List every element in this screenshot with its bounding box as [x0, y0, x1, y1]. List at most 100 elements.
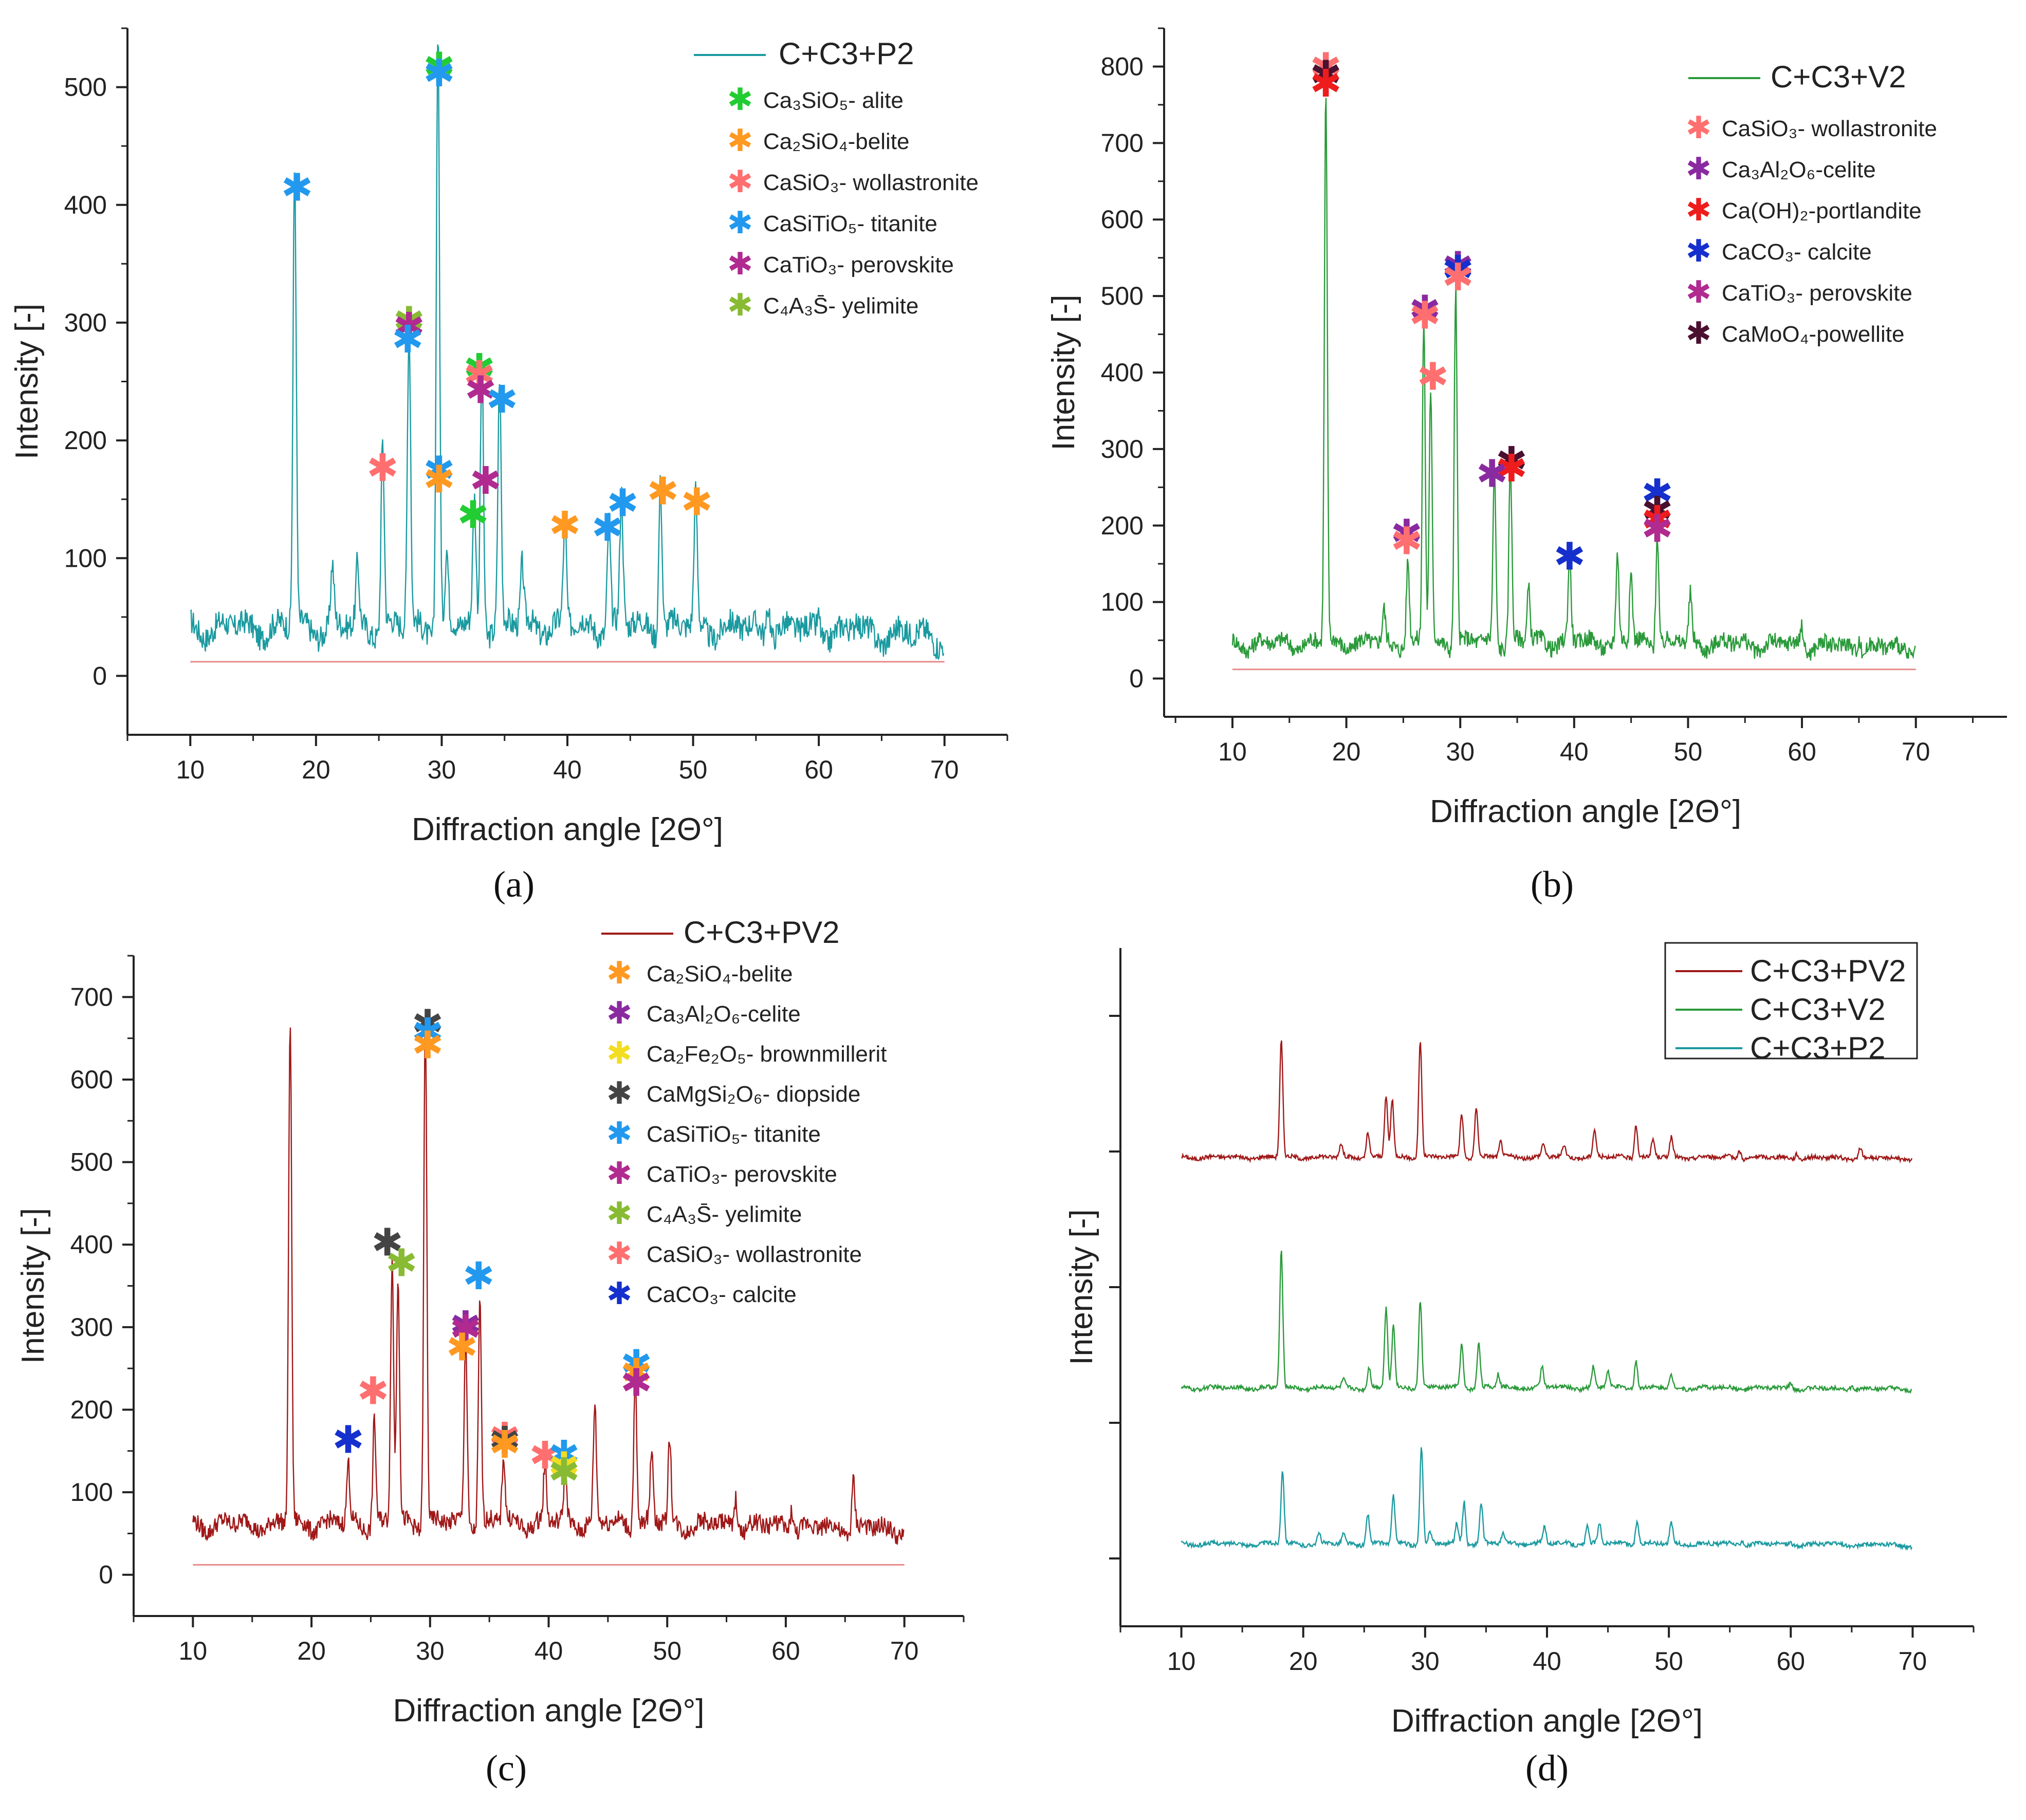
- legend: C+C3+V2 ✱ CaSiO₃- wollastronite ✱ Ca₃Al₂O₆-c…: [1686, 60, 1937, 351]
- phase-marker: ✱: [548, 1433, 580, 1477]
- phase-marker: ✱: [548, 1450, 580, 1494]
- x-tick-label: 60: [804, 755, 833, 784]
- legend-star-icon: ✱: [606, 1116, 632, 1152]
- chart-c: 10 20 30 40 50 60 700100200300400500600700Diff…: [15, 915, 965, 1789]
- x-tick-label: 20: [302, 755, 330, 784]
- phase-marker: ✱: [465, 368, 496, 413]
- phase-marker: ✱: [549, 504, 581, 548]
- legend: C+C3+PV2 ✱ Ca₂SiO₄-belite ✱ Ca₃Al₂O₆-celite ✱…: [601, 915, 887, 1312]
- y-tick-label: 200: [64, 426, 107, 455]
- phase-marker: ✱: [412, 1010, 444, 1054]
- series-line: [1181, 1251, 1912, 1394]
- legend-star-icon: ✱: [727, 123, 753, 159]
- phase-marker: ✱: [333, 1418, 364, 1462]
- phase-marker: ✱: [450, 1307, 482, 1351]
- legend-series-name: C+C3+V2: [1750, 992, 1886, 1027]
- y-tick-label: 200: [1101, 511, 1144, 540]
- x-tick-label: 10: [1218, 737, 1247, 766]
- phase-marker: ✱: [457, 493, 489, 537]
- phase-marker: ✱: [1391, 512, 1423, 556]
- y-tick-label: 200: [70, 1395, 113, 1424]
- legend-star-icon: ✱: [1686, 110, 1711, 146]
- phase-marker: ✱: [1496, 439, 1527, 483]
- phase-marker: ✱: [281, 165, 313, 210]
- x-axis-label: Diffraction angle [2Θ°]: [412, 812, 723, 847]
- phase-marker: ✱: [489, 1423, 521, 1467]
- legend-series-name: C+C3+P2: [779, 36, 914, 71]
- phase-marker: ✱: [423, 51, 455, 96]
- legend-star-icon: ✱: [727, 246, 753, 282]
- legend-star-icon: ✱: [606, 995, 632, 1031]
- y-tick-label: 600: [1101, 205, 1144, 234]
- legend-series-name: C+C3+PV2: [684, 915, 840, 950]
- legend-box: [1664, 942, 1918, 1060]
- chart-a: 10 20 30 40 50 60 70 0 100 200 300 400 500 Diffractio…: [9, 27, 1008, 905]
- phase-marker: ✱: [1642, 507, 1673, 551]
- phase-marker: ✱: [357, 1369, 389, 1413]
- series-line: [1231, 98, 1916, 661]
- x-tick-label: 40: [535, 1637, 563, 1665]
- legend-star-icon: ✱: [727, 287, 753, 323]
- phase-marker: ✱: [1442, 244, 1474, 288]
- legend-star-icon: ✱: [1686, 151, 1711, 187]
- phase-marker: ✱: [1417, 355, 1449, 399]
- legend-item-label: Ca₃Al₂O₆-celite: [647, 1001, 801, 1027]
- legend-series-name: C+C3+P2: [1750, 1031, 1886, 1065]
- x-tick-label: 70: [1899, 1647, 1927, 1676]
- phase-marker: ✱: [372, 1220, 403, 1265]
- phase-marker: ✱: [464, 346, 495, 390]
- x-tick-label: 70: [890, 1637, 919, 1665]
- phase-marker: ✱: [620, 1351, 652, 1395]
- y-axis-label: Intensity [-]: [15, 1208, 51, 1364]
- y-tick-label: 400: [64, 191, 107, 219]
- x-tick-label: 40: [1533, 1647, 1561, 1676]
- chart-d: 10 20 30 40 50 60 70 Diffraction angle [2Θ°] Int…: [1064, 942, 1975, 1789]
- x-tick-label: 70: [930, 755, 959, 784]
- phase-marker: ✱: [681, 480, 713, 524]
- legend-item-label: Ca₃Al₂O₆-celite: [1722, 157, 1876, 182]
- phase-marker: ✱: [1310, 45, 1342, 89]
- x-tick-label: 30: [1446, 737, 1475, 766]
- legend-item-label: CaMoO₄-powellite: [1722, 322, 1904, 347]
- legend-star-icon: ✱: [606, 955, 632, 991]
- legend-item-label: CaTiO₃- perovskite: [1722, 281, 1912, 306]
- y-tick-label: 0: [93, 661, 107, 690]
- y-axis-label: Intensity [-]: [1064, 1209, 1099, 1365]
- series-line: [1181, 1040, 1913, 1164]
- legend-star-icon: ✱: [606, 1236, 632, 1272]
- phase-marker: ✱: [607, 481, 639, 526]
- legend-item-label: C₄A₃S̄- yelimite: [647, 1202, 802, 1227]
- legend-series-name: C+C3+V2: [1771, 60, 1906, 94]
- legend-item-label: CaTiO₃- perovskite: [647, 1162, 837, 1187]
- x-tick-label: 20: [1289, 1647, 1318, 1676]
- legend-star-icon: ✱: [727, 205, 753, 241]
- y-tick-label: 400: [70, 1230, 113, 1259]
- y-tick-label: 800: [1101, 52, 1144, 81]
- legend-star-icon: ✱: [606, 1276, 632, 1312]
- legend-star-icon: ✱: [727, 164, 753, 200]
- x-tick-label: 50: [679, 755, 708, 784]
- phase-marker: ✱: [1442, 255, 1474, 300]
- y-tick-label: 500: [1101, 282, 1144, 310]
- phase-marker: ✱: [366, 446, 398, 490]
- phase-marker: ✱: [529, 1434, 561, 1478]
- y-tick-label: 500: [64, 73, 107, 102]
- phase-marker: ✱: [1554, 534, 1586, 579]
- legend-item-label: CaCO₃- calcite: [1722, 239, 1872, 265]
- legend-item-label: Ca₂SiO₄-belite: [763, 129, 909, 154]
- y-tick-label: 300: [64, 308, 107, 337]
- phase-marker: ✱: [489, 1415, 521, 1459]
- legend: C+C3+PV2 C+C3+V2 C+C3+P2: [1664, 942, 1918, 1065]
- phase-marker: ✱: [470, 459, 502, 503]
- phase-marker: ✱: [423, 458, 455, 502]
- phase-marker: ✱: [412, 1002, 444, 1046]
- x-tick-label: 30: [428, 755, 456, 784]
- x-tick-label: 20: [1332, 737, 1361, 766]
- legend-item-label: CaSiTiO₅- titanite: [763, 211, 937, 236]
- phase-marker: ✱: [1642, 498, 1673, 542]
- x-tick-label: 50: [1674, 737, 1703, 766]
- phase-marker: ✱: [1642, 489, 1673, 533]
- x-axis-label: Diffraction angle [2Θ°]: [393, 1693, 704, 1729]
- x-tick-label: 50: [653, 1637, 682, 1665]
- y-axis-label: Intensity [-]: [1046, 294, 1081, 450]
